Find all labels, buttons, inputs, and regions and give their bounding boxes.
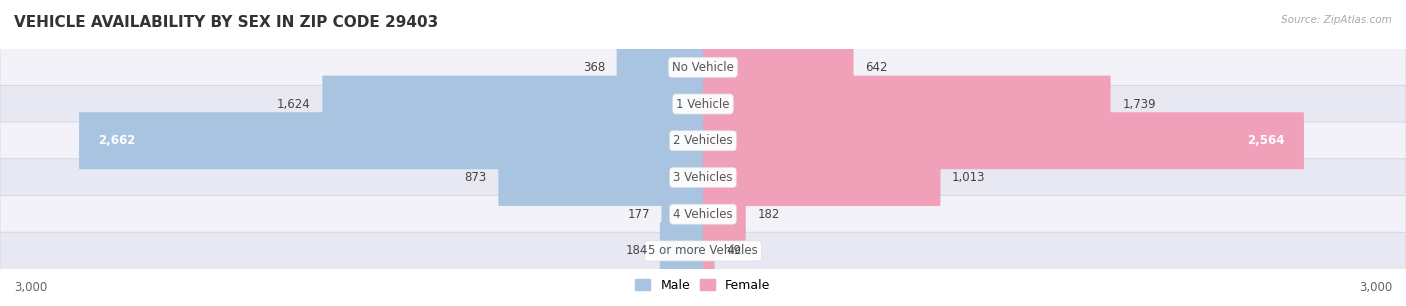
Text: 1,739: 1,739 — [1122, 98, 1156, 110]
Text: Source: ZipAtlas.com: Source: ZipAtlas.com — [1281, 15, 1392, 25]
FancyBboxPatch shape — [0, 196, 1406, 233]
FancyBboxPatch shape — [703, 186, 745, 243]
Text: 182: 182 — [758, 208, 780, 221]
Text: 3,000: 3,000 — [1358, 281, 1392, 294]
Text: 368: 368 — [583, 61, 605, 74]
Text: 5 or more Vehicles: 5 or more Vehicles — [648, 244, 758, 257]
FancyBboxPatch shape — [659, 222, 703, 279]
FancyBboxPatch shape — [79, 112, 703, 169]
FancyBboxPatch shape — [0, 85, 1406, 123]
Text: 873: 873 — [464, 171, 486, 184]
FancyBboxPatch shape — [0, 122, 1406, 159]
Text: 3,000: 3,000 — [14, 281, 48, 294]
Legend: Male, Female: Male, Female — [630, 274, 776, 297]
FancyBboxPatch shape — [0, 232, 1406, 270]
Text: 2 Vehicles: 2 Vehicles — [673, 134, 733, 147]
FancyBboxPatch shape — [617, 39, 703, 96]
Text: 1,013: 1,013 — [952, 171, 986, 184]
Text: 177: 177 — [627, 208, 650, 221]
FancyBboxPatch shape — [703, 149, 941, 206]
Text: 1,624: 1,624 — [277, 98, 311, 110]
Text: 642: 642 — [865, 61, 887, 74]
Text: 49: 49 — [725, 244, 741, 257]
Text: 2,564: 2,564 — [1247, 134, 1285, 147]
Text: 2,662: 2,662 — [98, 134, 135, 147]
FancyBboxPatch shape — [703, 112, 1303, 169]
FancyBboxPatch shape — [661, 186, 703, 243]
FancyBboxPatch shape — [703, 222, 714, 279]
FancyBboxPatch shape — [322, 76, 703, 132]
Text: 1 Vehicle: 1 Vehicle — [676, 98, 730, 110]
Text: VEHICLE AVAILABILITY BY SEX IN ZIP CODE 29403: VEHICLE AVAILABILITY BY SEX IN ZIP CODE … — [14, 15, 439, 30]
FancyBboxPatch shape — [703, 39, 853, 96]
Text: 184: 184 — [626, 244, 648, 257]
Text: No Vehicle: No Vehicle — [672, 61, 734, 74]
Text: 4 Vehicles: 4 Vehicles — [673, 208, 733, 221]
FancyBboxPatch shape — [0, 49, 1406, 86]
FancyBboxPatch shape — [498, 149, 703, 206]
Text: 3 Vehicles: 3 Vehicles — [673, 171, 733, 184]
FancyBboxPatch shape — [703, 76, 1111, 132]
FancyBboxPatch shape — [0, 159, 1406, 196]
